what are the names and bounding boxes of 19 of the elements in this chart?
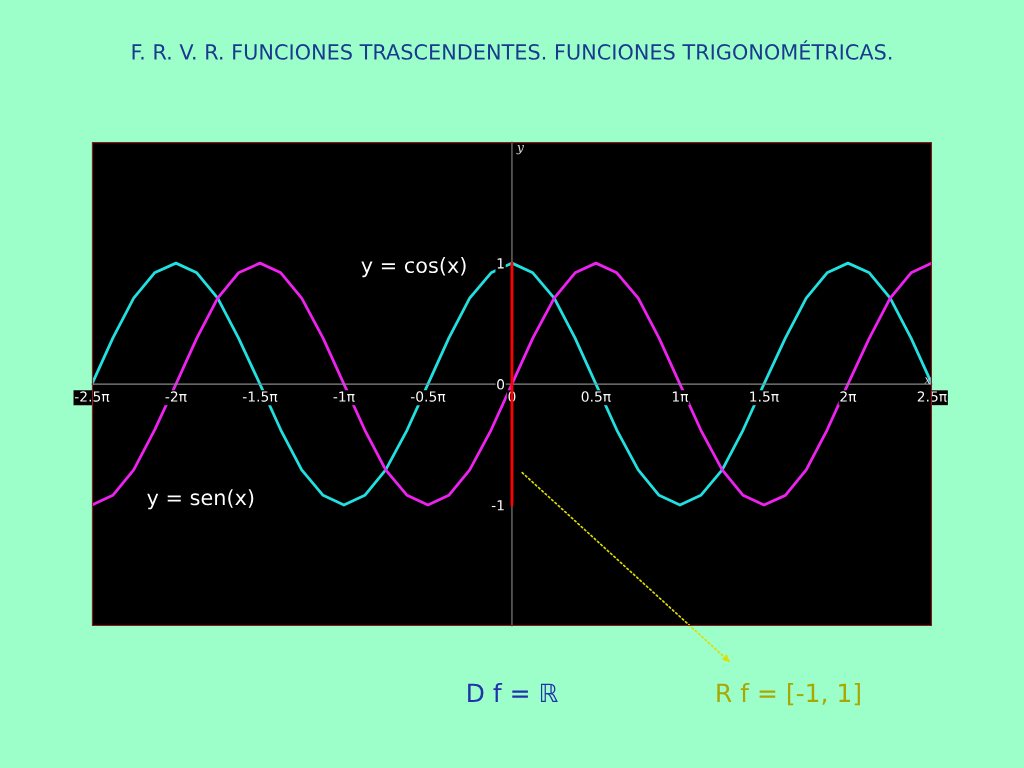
y-tick-label: 0 xyxy=(497,379,505,390)
chart-title: F. R. V. R. FUNCIONES TRASCENDENTES. FUNCIONES TRIGONOMÉTRICAS. xyxy=(132,40,892,60)
y-tick-label: -1 xyxy=(491,500,504,511)
x-tick-label: -2.5π xyxy=(74,391,110,402)
x-tick-label: 2π xyxy=(840,391,857,402)
series-label: y = cos(x) xyxy=(361,256,466,278)
x-tick-label: -0.5π xyxy=(410,391,446,402)
y-axis-title: y xyxy=(516,144,525,155)
series-label: y = sen(x) xyxy=(147,489,254,510)
text: R f = [-1, 1] xyxy=(717,682,860,706)
text: D f = ℝ xyxy=(468,682,558,702)
x-tick-label: 0.5π xyxy=(581,391,611,402)
x-tick-label: -1.5π xyxy=(242,391,278,402)
x-tick-label: -2π xyxy=(165,391,187,402)
y-tick-label: 1 xyxy=(497,258,504,269)
x-tick-label: 1.5π xyxy=(750,391,779,402)
x-tick-label: 2.5π xyxy=(917,391,947,402)
x-tick-label: 1π xyxy=(672,391,689,402)
x-tick-label: -1π xyxy=(333,391,355,402)
